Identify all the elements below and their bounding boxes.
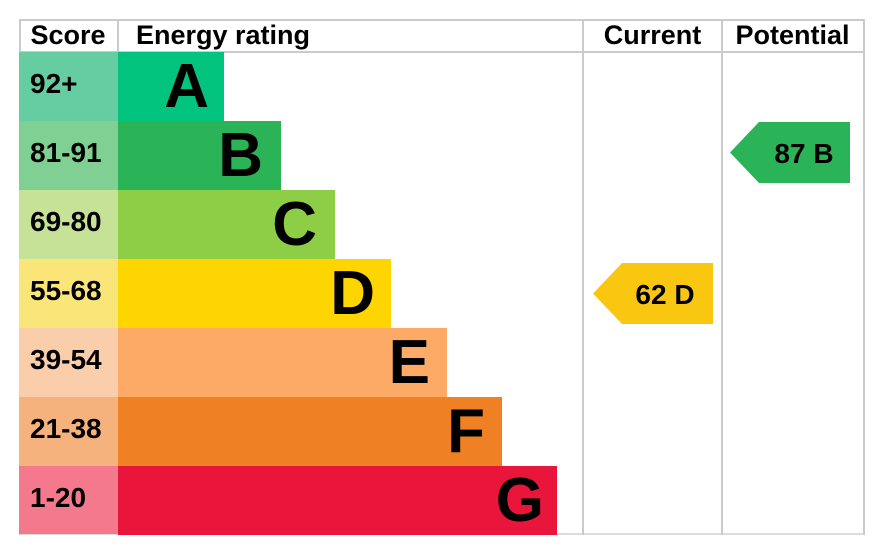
svg-text:62 D: 62 D xyxy=(635,279,694,310)
svg-text:87 B: 87 B xyxy=(774,138,833,169)
